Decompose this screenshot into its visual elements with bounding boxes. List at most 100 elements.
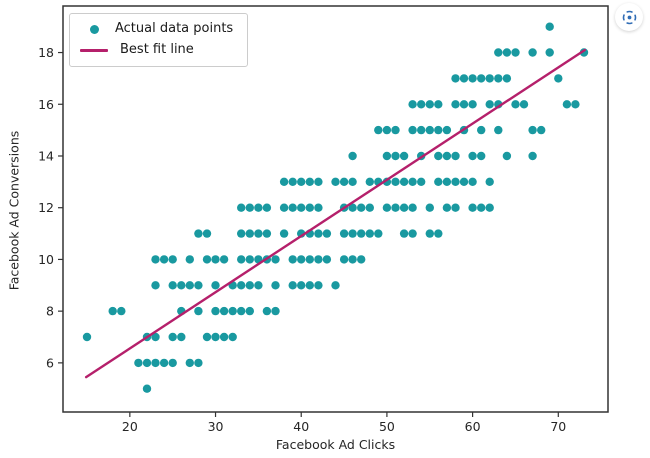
data-point [485,203,494,212]
data-point [502,74,512,83]
data-point [202,255,212,264]
data-point [357,229,366,238]
data-point [391,203,400,212]
y-tick-label: 6 [46,355,54,370]
data-point [528,48,537,57]
data-point [271,255,280,264]
data-point [211,332,220,342]
data-point [468,203,477,212]
data-point [374,125,383,135]
x-tick-label: 40 [293,419,309,434]
data-point [571,100,580,109]
data-point [322,229,332,238]
data-point [237,281,246,290]
data-point [228,332,237,342]
data-point [399,229,409,238]
data-point [279,229,289,238]
data-point [399,177,409,186]
plot-frame [62,5,609,413]
data-point [485,100,494,109]
data-point [194,306,203,316]
data-point [245,281,254,290]
data-point [399,203,409,212]
data-point [511,48,520,57]
data-point [434,177,443,186]
data-point [425,100,434,109]
x-tick-label: 70 [550,419,566,434]
data-point [459,100,469,109]
data-point [297,255,306,264]
data-point [477,74,486,83]
data-point [211,281,220,290]
data-point [185,281,194,290]
data-point [579,48,589,57]
data-point [425,229,434,238]
data-point [494,48,503,57]
data-point [237,255,246,264]
data-point [451,74,460,83]
data-point [442,177,452,186]
data-point [194,229,203,238]
data-point [528,125,537,135]
data-point [288,281,297,290]
data-point [357,203,366,212]
x-tick-label: 20 [122,419,138,434]
data-point [168,358,177,368]
legend-label-best-fit-line: Best fit line [120,42,194,58]
data-point [185,255,194,264]
data-point [494,74,503,83]
legend: Actual data points Best fit line [69,13,249,67]
scatter-points [82,22,589,393]
data-point [348,229,357,238]
data-point [365,229,374,238]
data-point [279,203,289,212]
data-point [288,203,297,212]
data-point [271,281,280,290]
data-point [245,229,254,238]
data-point [459,74,469,83]
data-point [382,125,392,135]
data-point [494,125,503,135]
data-point [408,125,417,135]
data-point [219,332,229,342]
data-point [391,151,400,161]
data-point [459,177,469,186]
data-point [237,229,246,238]
data-point [168,281,177,290]
legend-item-best-fit-line: Best fit line [80,42,233,58]
data-point [159,255,169,264]
data-point [159,358,169,368]
data-point [254,281,263,290]
data-point [348,151,357,161]
y-tick-label: 12 [38,200,54,215]
data-point [442,203,452,212]
screen-capture-button[interactable] [615,3,643,31]
data-point [82,332,92,342]
data-point [237,306,246,316]
data-point [425,125,434,135]
data-point [477,203,486,212]
data-point [254,229,263,238]
data-point [417,177,426,186]
data-point [305,177,314,186]
data-point [279,177,289,186]
data-point [177,332,186,342]
data-point [374,229,383,238]
scatter-marker-icon [90,24,99,34]
data-point [305,281,314,290]
data-point [485,177,494,186]
data-point [451,203,460,212]
x-tick-label: 30 [208,419,224,434]
data-point [305,255,314,264]
data-point [399,151,409,161]
data-point [142,358,152,368]
x-axis-label: Facebook Ad Clicks [275,437,396,452]
x-tick-label: 60 [465,419,481,434]
data-point [254,203,263,212]
data-point [434,151,443,161]
data-point [554,74,563,83]
data-point [168,332,177,342]
data-point [382,203,392,212]
